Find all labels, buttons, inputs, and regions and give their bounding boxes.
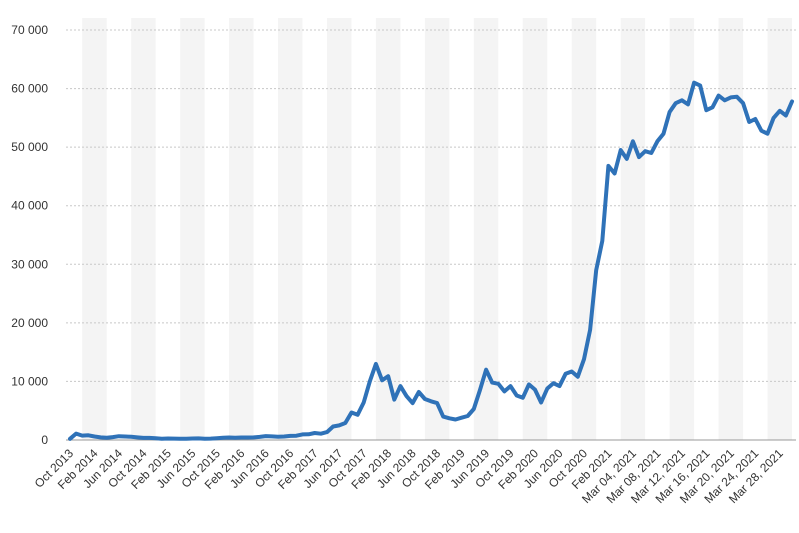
band xyxy=(522,18,548,440)
y-tick-label: 60 000 xyxy=(11,82,48,96)
band xyxy=(229,18,254,440)
band xyxy=(131,18,156,440)
band xyxy=(424,18,450,440)
band xyxy=(82,18,107,440)
y-tick-label: 40 000 xyxy=(11,199,48,213)
band xyxy=(326,18,352,440)
y-tick-label: 0 xyxy=(41,433,48,447)
band xyxy=(278,18,303,440)
band xyxy=(718,18,744,440)
band xyxy=(767,18,792,440)
y-tick-label: 30 000 xyxy=(11,257,48,271)
band xyxy=(620,18,646,440)
band xyxy=(180,18,205,440)
y-tick-label: 50 000 xyxy=(11,140,48,154)
y-tick-label: 70 000 xyxy=(11,23,48,37)
y-tick-label: 10 000 xyxy=(11,374,48,388)
y-tick-label: 20 000 xyxy=(11,316,48,330)
line xyxy=(68,80,794,441)
band xyxy=(669,18,695,440)
